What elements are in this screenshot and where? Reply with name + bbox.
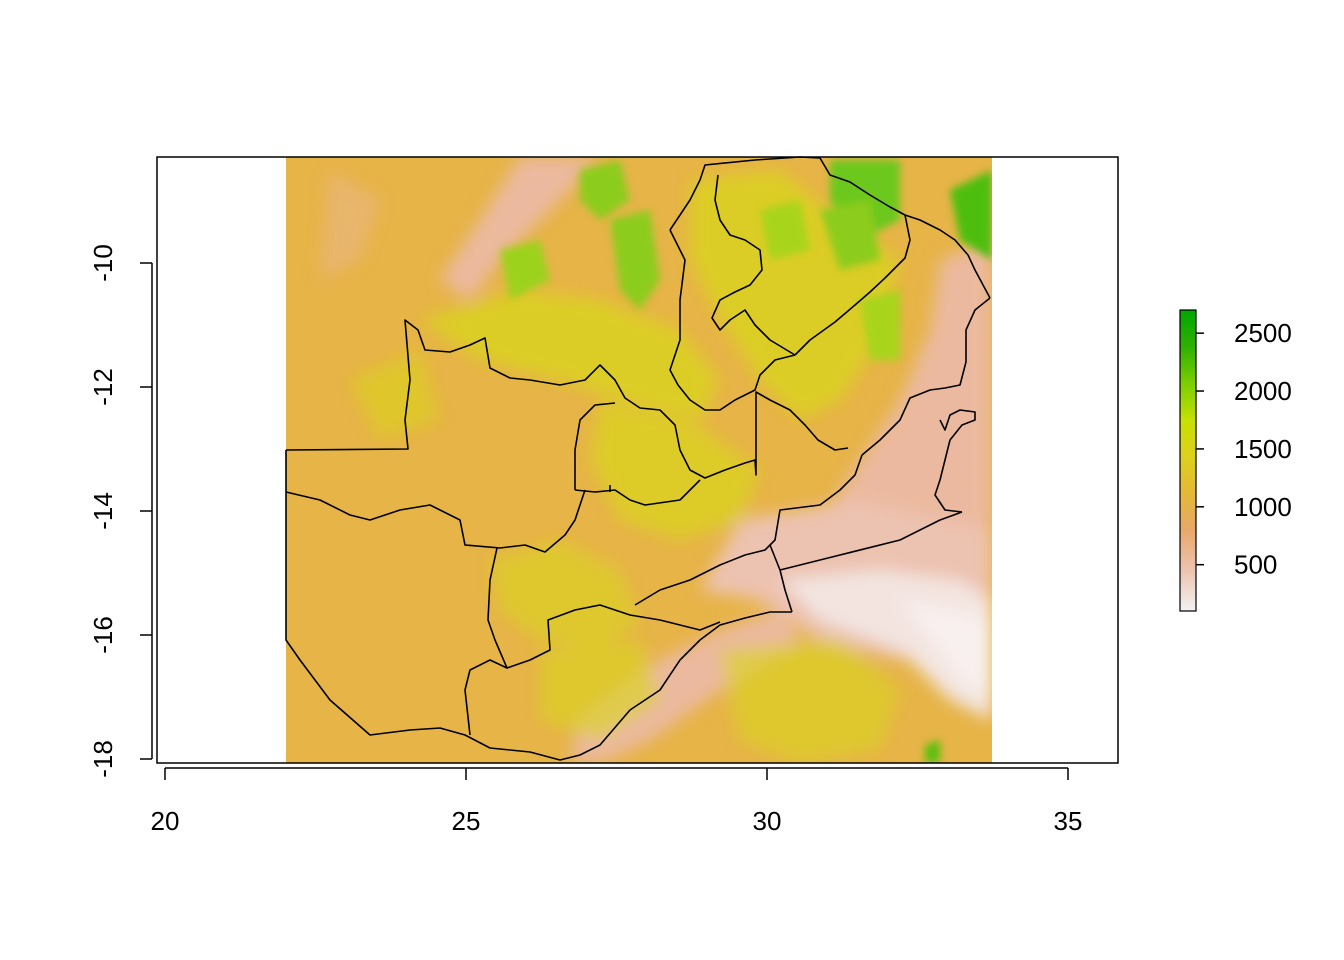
province-boundaries [285, 156, 991, 761]
elevation-raster [286, 157, 992, 763]
x-tick-label: 25 [452, 806, 481, 836]
plot-frame [156, 156, 1119, 764]
y-tick-label: -18 [88, 740, 118, 778]
legend-tick-label: 2000 [1234, 376, 1292, 406]
y-tick-label: -14 [88, 492, 118, 530]
y-tick-label: -10 [88, 244, 118, 282]
y-axis: -10 -12 -14 -16 -18 [88, 244, 153, 778]
x-axis: 20 25 30 35 [151, 767, 1083, 836]
x-tick-label: 30 [753, 806, 782, 836]
legend-tick-label: 1500 [1234, 434, 1292, 464]
elevation-legend: 500 1000 1500 2000 2500 [1179, 309, 1292, 612]
y-tick-label: -12 [88, 368, 118, 406]
x-tick-label: 20 [151, 806, 180, 836]
legend-tick-label: 500 [1234, 550, 1277, 580]
x-tick-label: 35 [1054, 806, 1083, 836]
legend-tick-label: 1000 [1234, 492, 1292, 522]
y-tick-label: -16 [88, 616, 118, 654]
legend-colorbar [1179, 309, 1197, 612]
legend-tick-label: 2500 [1234, 318, 1292, 348]
